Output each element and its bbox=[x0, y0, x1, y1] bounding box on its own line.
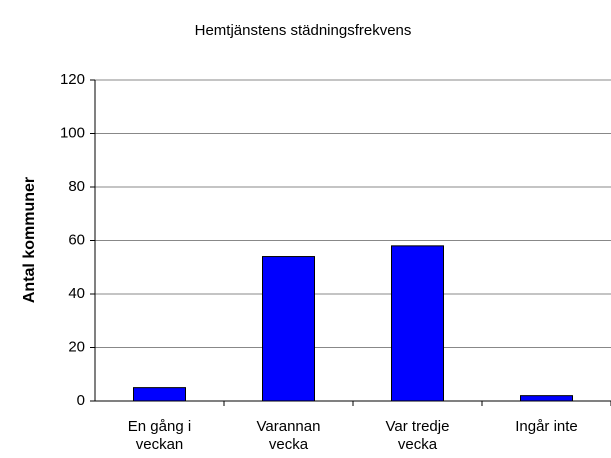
bar bbox=[391, 245, 444, 402]
y-tick-label: 80 bbox=[68, 178, 85, 195]
chart-title: Hemtjänstens städningsfrekvens bbox=[195, 22, 412, 39]
y-tick-label: 20 bbox=[68, 338, 85, 355]
y-tick-label: 100 bbox=[60, 124, 85, 141]
bar bbox=[262, 256, 315, 402]
y-tick-label: 0 bbox=[77, 392, 85, 409]
y-axis-label: Antal kommuner bbox=[21, 177, 38, 303]
y-tick-label: 60 bbox=[68, 231, 85, 248]
x-tick-label: Ingår inte bbox=[515, 418, 578, 435]
bar bbox=[520, 395, 573, 402]
x-tick-label: Varannan vecka bbox=[257, 418, 321, 453]
y-tick-label: 40 bbox=[68, 285, 85, 302]
x-tick-label: En gång i veckan bbox=[128, 418, 191, 453]
y-tick-label: 120 bbox=[60, 71, 85, 88]
x-tick-label: Var tredje vecka bbox=[386, 418, 450, 453]
bar bbox=[133, 387, 186, 402]
